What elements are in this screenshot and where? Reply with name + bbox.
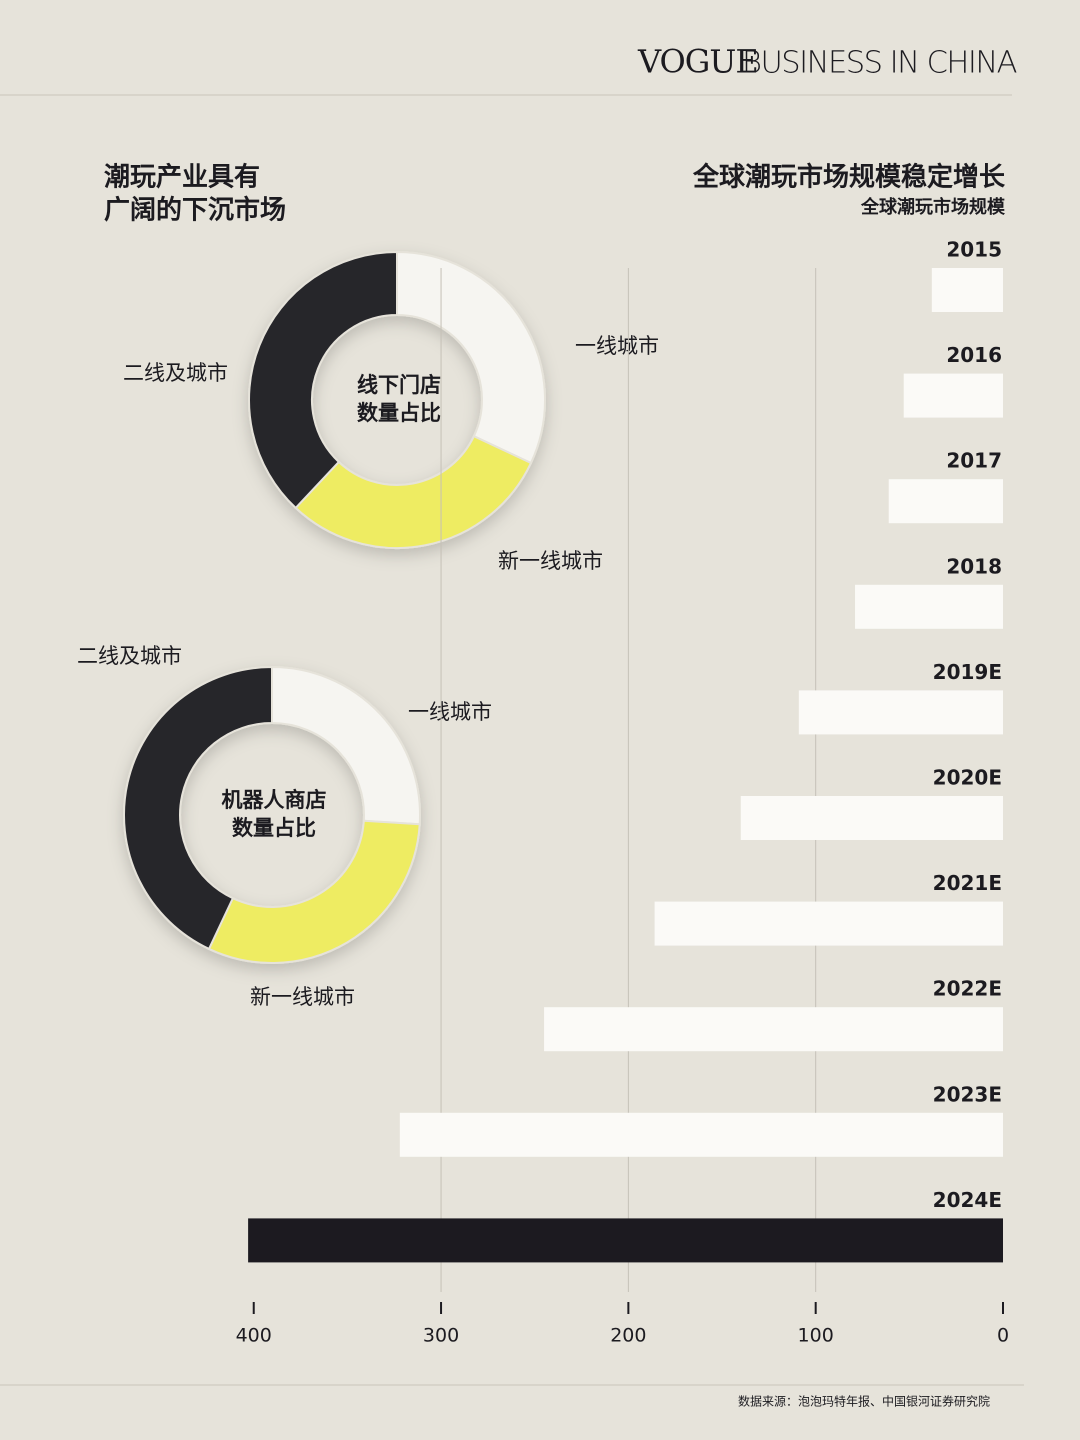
donut-center-label: 线下门店 <box>357 373 441 397</box>
section-title: 广阔的下沉市场 <box>104 195 286 226</box>
donut-slice <box>294 434 533 549</box>
slice-label: 二线及城市 <box>123 361 228 385</box>
donut-slice <box>207 819 421 964</box>
y-category-label: 2022E <box>933 977 1002 1001</box>
y-category-label: 2020E <box>933 766 1002 790</box>
chart-title: 全球潮玩市场规模稳定增长 <box>692 162 1006 193</box>
x-tick-label: 300 <box>423 1325 459 1347</box>
bar <box>888 479 1003 524</box>
y-category-label: 2017 <box>946 449 1002 473</box>
x-tick-label: 100 <box>798 1325 834 1347</box>
donut-center-label: 数量占比 <box>357 401 441 425</box>
donut-center-label: 数量占比 <box>232 816 316 840</box>
donut <box>248 250 546 549</box>
y-category-label: 2015 <box>946 238 1002 262</box>
bar <box>654 901 1003 946</box>
slice-label: 一线城市 <box>408 700 492 724</box>
slice-label: 二线及城市 <box>77 644 182 668</box>
bar <box>399 1112 1004 1157</box>
donut-center-label: 机器人商店 <box>222 788 327 812</box>
bar <box>248 1218 1004 1263</box>
bar <box>931 268 1003 312</box>
header-title: BUSINESS IN CHINA <box>742 46 1017 81</box>
source: 数据来源：泡泡玛特年报、中国银河证券研究院 <box>738 1394 990 1409</box>
y-category-label: 2023E <box>933 1082 1002 1106</box>
y-category-label: 2024E <box>933 1188 1002 1212</box>
bar <box>798 690 1003 735</box>
donut-slice <box>248 250 398 510</box>
bar <box>544 1007 1003 1052</box>
bar <box>903 373 1003 418</box>
donut-slice <box>123 665 273 951</box>
y-category-label: 2016 <box>946 343 1002 367</box>
y-category-label: 2018 <box>946 554 1002 578</box>
donut-slice <box>396 250 546 465</box>
bar <box>855 584 1003 629</box>
slice-label: 一线城市 <box>575 334 659 358</box>
section-title: 潮玩产业具有 <box>104 163 260 193</box>
slice-label: 新一线城市 <box>250 985 355 1009</box>
donut <box>123 665 421 964</box>
y-category-label: 2019E <box>933 660 1002 684</box>
chart-subtitle: 全球潮玩市场规模 <box>860 196 1006 218</box>
slice-label: 新一线城市 <box>498 549 603 573</box>
x-tick-label: 400 <box>236 1325 272 1347</box>
x-tick-label: 200 <box>610 1325 646 1347</box>
brand: VOGUE <box>637 43 758 81</box>
donut-slice <box>271 665 421 826</box>
y-category-label: 2021E <box>933 871 1002 895</box>
bar <box>740 796 1003 840</box>
x-tick-label: 0 <box>997 1325 1009 1347</box>
